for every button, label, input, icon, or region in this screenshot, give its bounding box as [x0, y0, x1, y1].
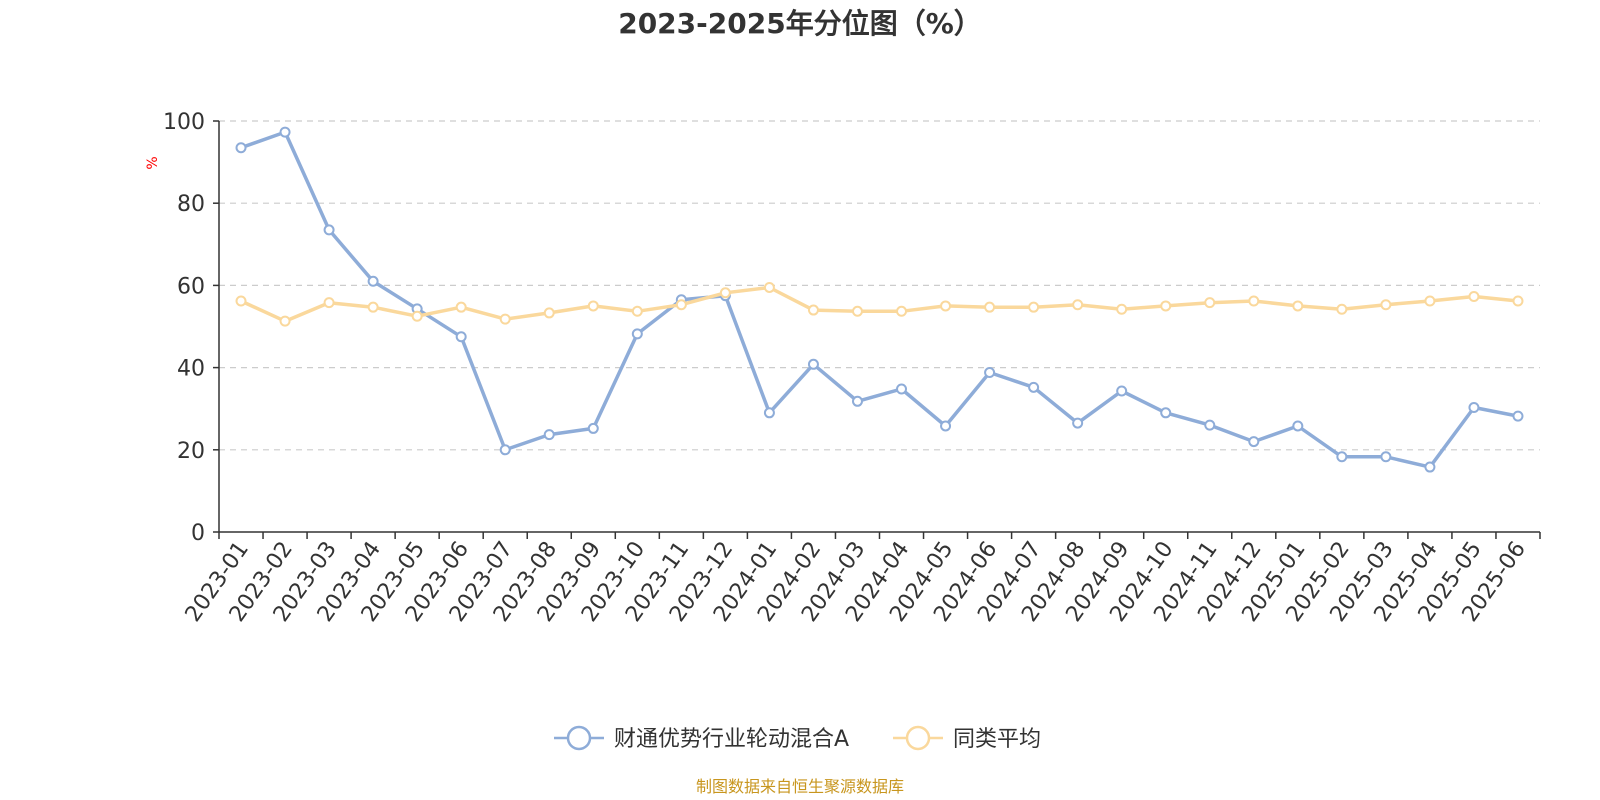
data-point: [1028, 381, 1040, 393]
data-point: [807, 358, 819, 370]
legend-item-2[interactable]: 同类平均: [893, 725, 1041, 752]
data-point: [1116, 385, 1128, 397]
data-point: [1028, 301, 1040, 313]
data-point: [851, 305, 863, 317]
data-point: [411, 310, 423, 322]
data-point: [455, 301, 467, 313]
data-point: [851, 395, 863, 407]
data-point: [587, 300, 599, 312]
y-tick-label: 40: [177, 357, 205, 382]
data-point: [763, 407, 775, 419]
data-point: [235, 295, 247, 307]
y-tick-label: 20: [177, 439, 205, 464]
data-point: [367, 275, 379, 287]
data-point: [807, 304, 819, 316]
data-point: [323, 224, 335, 236]
data-source-note: 制图数据来自恒生聚源数据库: [696, 777, 904, 796]
data-point: [499, 313, 511, 325]
series-line-1: [240, 130, 1519, 469]
data-point: [1336, 303, 1348, 315]
series-line-2: [240, 285, 1519, 323]
data-point: [675, 299, 687, 311]
grid-lines: [219, 120, 1540, 451]
y-axis-unit-label: %: [145, 156, 161, 169]
series-lines: [235, 126, 1524, 473]
data-point: [1204, 419, 1216, 431]
data-point: [984, 367, 996, 379]
data-point: [455, 331, 467, 343]
data-point: [1160, 407, 1172, 419]
y-tick-label: 100: [163, 110, 205, 135]
legend-marker-icon: [566, 725, 592, 751]
data-point: [367, 301, 379, 313]
legend-label: 同类平均: [953, 727, 1041, 752]
data-point: [1380, 299, 1392, 311]
data-point: [499, 444, 511, 456]
data-point: [940, 420, 952, 432]
y-tick-label: 80: [177, 192, 205, 217]
data-point: [543, 307, 555, 319]
data-point: [279, 126, 291, 138]
axes: 0204060801002023-012023-022023-032023-04…: [163, 110, 1541, 627]
data-point: [984, 301, 996, 313]
data-point: [940, 300, 952, 312]
data-point: [1424, 295, 1436, 307]
data-point: [1116, 303, 1128, 315]
data-point: [896, 305, 908, 317]
legend-item-1[interactable]: 财通优势行业轮动混合A: [554, 725, 849, 752]
chart-title: 2023-2025年分位图（%）: [618, 7, 982, 40]
data-point: [543, 429, 555, 441]
data-point: [279, 315, 291, 327]
data-point: [1512, 410, 1524, 422]
data-point: [1248, 295, 1260, 307]
data-point: [1336, 451, 1348, 463]
data-point: [1160, 300, 1172, 312]
data-point: [631, 305, 643, 317]
legend[interactable]: 财通优势行业轮动混合A 同类平均: [554, 725, 1041, 752]
data-point: [1468, 401, 1480, 413]
data-point: [587, 422, 599, 434]
data-point: [235, 142, 247, 154]
y-tick-label: 0: [191, 521, 205, 546]
data-point: [719, 287, 731, 299]
data-point: [1292, 420, 1304, 432]
legend-marker-icon: [905, 725, 931, 751]
data-point: [1072, 299, 1084, 311]
data-point: [1380, 451, 1392, 463]
data-point: [1424, 461, 1436, 473]
legend-label: 财通优势行业轮动混合A: [614, 727, 849, 752]
data-point: [1512, 295, 1524, 307]
data-point: [1248, 436, 1260, 448]
data-point: [763, 281, 775, 293]
y-tick-label: 60: [177, 274, 205, 299]
data-point: [1204, 297, 1216, 309]
data-point: [1468, 290, 1480, 302]
data-point: [631, 328, 643, 340]
data-point: [323, 297, 335, 309]
data-point: [1072, 417, 1084, 429]
data-point: [1292, 300, 1304, 312]
data-point: [896, 383, 908, 395]
